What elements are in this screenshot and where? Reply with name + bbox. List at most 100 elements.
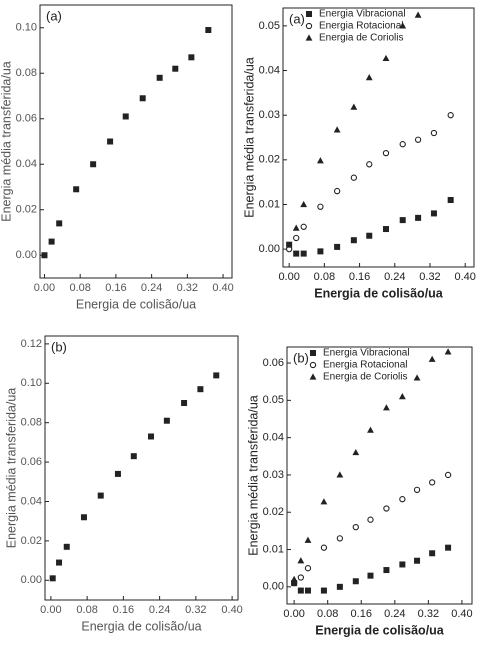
x-tick-label: 0.40 <box>451 608 472 620</box>
point <box>317 203 324 210</box>
y-axis-label: Energia média transferida/ua <box>246 395 260 556</box>
y-tick-label: 0.02 <box>263 506 284 518</box>
point <box>399 496 406 503</box>
point <box>148 433 155 440</box>
plot-frame <box>282 7 475 268</box>
y-axis-label: Energia média transferida/ua <box>0 61 13 222</box>
legend-marker <box>305 22 313 30</box>
point <box>445 544 452 551</box>
plot-frame <box>286 346 473 605</box>
panel: 0.00 0.08 0.16 0.24 0.32 0.40 0.00 0.01 0.02 0.03… <box>242 7 476 300</box>
legend-label: Energia Rotacional <box>323 360 408 371</box>
point <box>398 393 406 400</box>
x-tick-label: 0.00 <box>283 608 304 620</box>
x-tick-label: 0.40 <box>454 271 475 283</box>
y-tick-label: 0.00 <box>16 249 37 261</box>
point <box>290 575 298 582</box>
point <box>352 578 359 585</box>
point <box>382 226 389 233</box>
point <box>414 11 422 18</box>
point <box>399 561 406 568</box>
point <box>49 575 56 582</box>
y-tick-label: 0.00 <box>21 574 42 586</box>
point <box>297 587 304 594</box>
point <box>304 536 312 543</box>
point <box>430 210 437 217</box>
point <box>430 129 438 137</box>
point <box>73 186 80 193</box>
x-tick-label: 0.32 <box>177 282 198 294</box>
y-tick-label: 0.08 <box>21 417 42 429</box>
point <box>130 453 137 460</box>
point <box>333 126 341 133</box>
x-tick-label: 0.16 <box>351 608 372 620</box>
annotation: (a) <box>46 8 62 23</box>
point <box>444 471 452 479</box>
point <box>447 197 454 204</box>
x-tick-label: 0.32 <box>419 271 440 283</box>
y-tick-label: 0.08 <box>16 67 37 79</box>
point <box>399 217 406 224</box>
x-tick-label: 0.32 <box>418 608 439 620</box>
point <box>317 157 324 164</box>
legend-marker <box>305 34 313 41</box>
x-tick-label: 0.40 <box>212 282 233 294</box>
point <box>352 524 359 531</box>
point <box>352 448 360 456</box>
point <box>367 426 374 433</box>
point <box>350 174 358 181</box>
point <box>300 223 307 230</box>
point <box>293 234 300 242</box>
point <box>291 580 298 587</box>
legend-marker <box>310 350 316 356</box>
point <box>336 471 344 478</box>
point <box>188 54 195 61</box>
point <box>292 224 300 231</box>
point <box>139 95 146 102</box>
point <box>300 250 307 257</box>
panel: 0.00 0.08 0.16 0.24 0.32 0.40 0.00 0.02 0.04 0.06… <box>0 4 234 311</box>
point <box>399 141 406 148</box>
x-tick-label: 0.32 <box>185 604 206 616</box>
panel: 0.00 0.08 0.16 0.24 0.32 0.40 0.00 0.02 0.04 0.06… <box>4 335 243 633</box>
legend-label: Energia de Coriolis <box>319 33 404 44</box>
point <box>428 355 436 362</box>
point <box>320 498 328 505</box>
point <box>197 386 204 393</box>
point <box>97 492 104 499</box>
point <box>383 505 390 512</box>
x-tick-label: 0.08 <box>76 604 97 616</box>
y-tick-label: 0.03 <box>263 469 284 481</box>
point <box>48 238 55 245</box>
y-tick-label: 0.10 <box>21 377 42 389</box>
x-tick-label: 0.24 <box>141 282 162 294</box>
plot-frame <box>39 4 233 279</box>
point <box>63 543 70 550</box>
point <box>163 417 170 424</box>
x-tick-label: 0.16 <box>349 271 370 283</box>
annotation: (b) <box>293 350 309 365</box>
point <box>367 516 374 523</box>
point <box>286 241 293 248</box>
legend-marker <box>309 361 317 369</box>
point <box>293 250 300 257</box>
point <box>414 557 421 564</box>
point <box>172 65 179 72</box>
plot-frame <box>44 335 239 601</box>
y-tick-label: 0.06 <box>263 357 284 369</box>
point <box>382 149 390 157</box>
point <box>41 252 48 259</box>
legend-label: Energia Rotacional <box>319 21 404 32</box>
x-tick-label: 0.00 <box>34 282 55 294</box>
x-tick-label: 0.08 <box>314 271 335 283</box>
point <box>286 245 293 253</box>
annotation: (b) <box>51 339 67 354</box>
y-tick-label: 0.06 <box>21 456 42 468</box>
y-tick-label: 0.05 <box>263 394 284 406</box>
y-tick-label: 0.06 <box>16 113 37 125</box>
point <box>350 103 358 110</box>
point <box>383 404 390 411</box>
point <box>80 514 87 521</box>
point <box>56 559 63 566</box>
